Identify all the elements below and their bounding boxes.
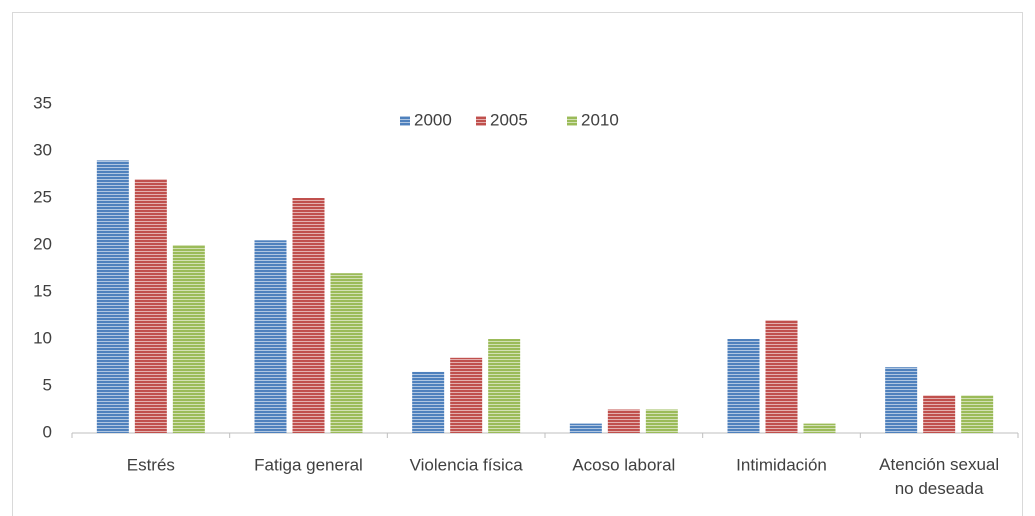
x-tick-label: Intimidación: [736, 455, 827, 474]
bar: [885, 367, 918, 433]
bar: [645, 409, 678, 433]
bar: [961, 395, 994, 433]
x-tick-label: Violencia física: [410, 455, 524, 474]
x-tick-label: Atención sexual no deseada: [879, 455, 999, 498]
bar: [488, 339, 521, 433]
y-tick-label: 25: [33, 187, 52, 206]
x-tick-label: Estrés: [127, 455, 175, 474]
legend-label: 2000: [414, 110, 452, 129]
bar: [96, 160, 129, 433]
x-tick-label: Fatiga general: [254, 455, 363, 474]
bar: [727, 339, 760, 433]
legend-label: 2010: [581, 110, 619, 129]
bar: [330, 273, 363, 433]
y-tick-label: 5: [43, 375, 52, 394]
x-tick-label: Acoso laboral: [572, 455, 675, 474]
bar: [254, 240, 287, 433]
bar: [803, 423, 836, 433]
chart-border: [12, 12, 1023, 516]
y-tick-label: 10: [33, 328, 52, 347]
y-tick-label: 20: [33, 234, 52, 253]
bar: [569, 423, 602, 433]
y-tick-label: 30: [33, 140, 52, 159]
bar: [450, 357, 483, 433]
bar: [134, 179, 167, 433]
bar: [172, 245, 205, 433]
legend-swatch: [400, 116, 410, 126]
y-tick-label: 15: [33, 281, 52, 300]
bar: [412, 371, 445, 433]
bar: [292, 198, 325, 433]
y-tick-label: 0: [43, 422, 52, 441]
bar: [923, 395, 956, 433]
legend-swatch: [567, 116, 577, 126]
bar: [765, 320, 798, 433]
bar: [607, 409, 640, 433]
y-tick-label: 35: [33, 93, 52, 112]
legend-label: 2005: [490, 110, 528, 129]
legend-swatch: [476, 116, 486, 126]
